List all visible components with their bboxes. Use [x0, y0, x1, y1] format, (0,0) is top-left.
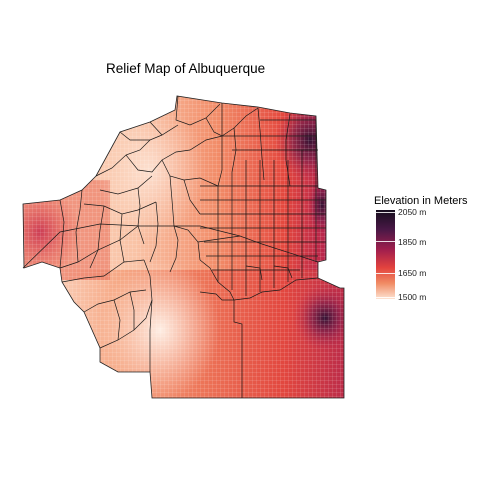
legend-label-2050: 2050 m — [398, 207, 427, 217]
legend-title: Elevation in Meters — [374, 195, 468, 207]
legend-tick-mark — [376, 273, 395, 274]
elevation-colorbar — [376, 210, 395, 299]
street-grid — [200, 119, 326, 296]
legend-label-1850: 1850 m — [398, 237, 427, 247]
district-boundaries — [22, 95, 319, 398]
legend-tick-mark — [376, 212, 395, 213]
elevation-surface — [23, 96, 344, 398]
legend-tick-mark — [376, 241, 395, 242]
legend-tick-mark — [376, 297, 395, 298]
map-title: Relief Map of Albuquerque — [106, 61, 266, 76]
legend-label-1500: 1500 m — [398, 292, 427, 302]
legend-label-1650: 1650 m — [398, 268, 427, 278]
